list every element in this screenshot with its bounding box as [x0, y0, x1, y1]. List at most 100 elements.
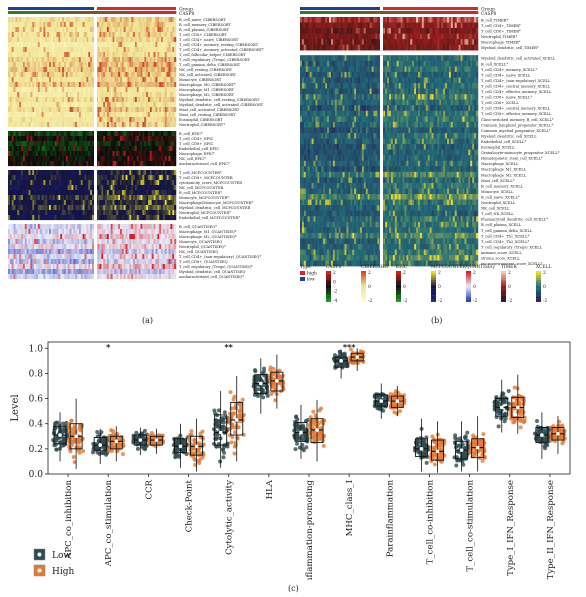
heatmap-cell — [26, 264, 29, 270]
heatmap-cell — [121, 190, 124, 196]
heatmap-cell — [88, 97, 91, 103]
heatmap-cell — [123, 264, 126, 270]
heatmap-cell — [64, 254, 67, 260]
heatmap-cell — [43, 22, 46, 28]
heatmap-cell — [60, 215, 63, 221]
heatmap-cell — [88, 122, 91, 128]
heatmap-cell — [67, 57, 70, 63]
heatmap-cell — [69, 17, 72, 23]
heatmap-cell — [305, 22, 308, 29]
heatmap-cell — [71, 259, 74, 265]
heatmap-cell — [67, 27, 70, 33]
heatmap-cell — [144, 229, 147, 235]
heatmap-cell — [151, 107, 154, 113]
heatmap-cell — [47, 239, 50, 245]
heatmap-cell — [19, 259, 22, 265]
heatmap-cell — [162, 62, 166, 68]
heatmap-cell — [22, 185, 26, 191]
heatmap-cell — [138, 180, 141, 186]
heatmap-cell — [114, 274, 117, 280]
heatmap-cell — [26, 82, 29, 88]
heatmap-cell — [174, 122, 177, 128]
heatmap-cell — [346, 22, 349, 29]
heatmap-cell — [11, 190, 14, 196]
heatmap-cell — [97, 151, 100, 157]
heatmap-cell — [134, 136, 138, 142]
heatmap-cell — [30, 37, 33, 43]
heatmap-cell — [450, 22, 454, 29]
heatmap-cell — [172, 190, 175, 196]
heatmap-cell — [142, 239, 145, 245]
heatmap-cell — [26, 269, 29, 275]
heatmap-cell — [101, 32, 104, 38]
heatmap-cell — [37, 244, 40, 250]
heatmap-cell — [159, 161, 162, 167]
heatmap-cell — [97, 37, 100, 43]
heatmap-cell — [118, 195, 121, 201]
heatmap-cell — [140, 82, 143, 88]
heatmap-cell — [30, 274, 33, 280]
heatmap-cell — [402, 22, 405, 29]
heatmap-cell — [37, 67, 40, 73]
heatmap-cell — [60, 224, 63, 230]
heatmap-cell — [62, 244, 65, 250]
heatmap-cell — [19, 37, 22, 43]
heatmap-cell — [49, 117, 52, 123]
heatmap-cell — [468, 28, 471, 34]
heatmap-cell — [125, 67, 128, 73]
heatmap-cell — [26, 17, 29, 23]
heatmap-cell — [15, 195, 18, 201]
heatmap-block-cibersort: B_cell_naive_CIBERSORTB_cell_memory_CIBE… — [8, 17, 264, 128]
heatmap-cell — [125, 210, 128, 216]
heatmap-cell — [65, 87, 68, 93]
heatmap-cell — [123, 42, 126, 48]
heatmap-cell — [73, 62, 76, 68]
heatmap-cell — [146, 52, 149, 58]
heatmap-cell — [39, 32, 42, 38]
heatmap-cell — [129, 77, 132, 83]
heatmap-cell — [118, 254, 121, 260]
heatmap-cell — [28, 151, 31, 157]
heatmap-cell — [56, 32, 59, 38]
heatmap-cell — [131, 117, 134, 123]
heatmap-cell — [32, 151, 35, 157]
heatmap-cell — [118, 92, 121, 98]
heatmap-cell — [8, 42, 11, 48]
heatmap-cell — [172, 180, 175, 186]
heatmap-cell — [41, 146, 44, 152]
heatmap-cell — [75, 210, 78, 216]
heatmap-cell — [84, 259, 87, 265]
heatmap-cell — [73, 112, 76, 118]
heatmap-cell — [80, 180, 83, 186]
heatmap-cell — [52, 77, 55, 83]
heatmap-cell — [114, 37, 117, 43]
heatmap-cell — [43, 239, 46, 245]
heatmap-cell — [22, 22, 26, 28]
heatmap-cell — [168, 112, 171, 118]
heatmap-cell — [321, 22, 324, 29]
casp8-bar — [300, 11, 479, 14]
heatmap-cell — [97, 27, 100, 33]
heatmap-cell — [49, 249, 52, 255]
heatmap-cell — [82, 156, 85, 162]
heatmap-cell — [144, 102, 147, 108]
heatmap-cell — [127, 52, 130, 58]
heatmap-cell — [36, 92, 39, 98]
heatmap-cell — [67, 259, 70, 265]
heatmap-cell — [21, 146, 24, 152]
heatmap-cell — [65, 67, 68, 73]
heatmap-cell — [474, 17, 477, 23]
heatmap-cell — [32, 210, 35, 216]
heatmap-cell — [144, 185, 147, 191]
heatmap-cell — [144, 82, 147, 88]
heatmap-cell — [84, 136, 87, 142]
heatmap-cell — [19, 244, 22, 250]
heatmap-cell — [134, 107, 138, 113]
heatmap-cell — [116, 259, 119, 265]
heatmap-cell — [157, 229, 160, 235]
heatmap-cell — [17, 264, 20, 270]
heatmap-cell — [19, 102, 22, 108]
heatmap-cell — [11, 122, 14, 128]
heatmap-cell — [99, 136, 102, 142]
heatmap-cell — [125, 229, 128, 235]
